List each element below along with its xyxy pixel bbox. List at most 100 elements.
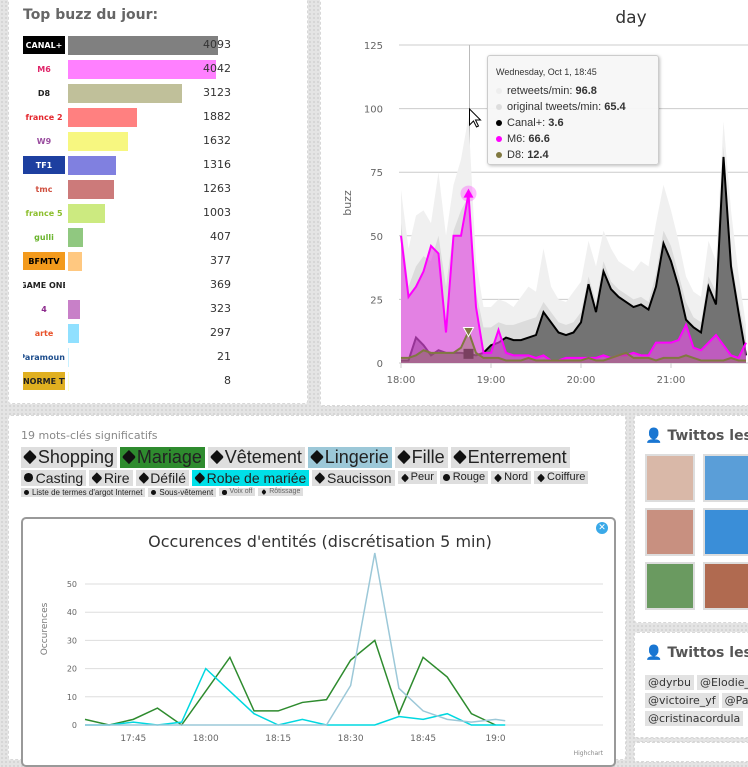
channel-bar [68,180,114,199]
channel-row[interactable]: M6 4042 [23,59,223,79]
keyword-tag[interactable]: Casting [21,470,86,486]
channel-row[interactable]: france 5 1003 [23,203,223,223]
data-point [551,322,552,323]
keyword-tag[interactable]: Liste de termes d'argot Internet [21,488,145,497]
channel-row[interactable]: W9 1632 [23,131,223,151]
data-point [495,719,496,720]
data-point [254,710,255,711]
data-point [603,230,604,231]
occurrences-chart[interactable]: Occurences d'entités (discrétisation 5 m… [23,519,616,767]
tag-icon [210,450,224,464]
data-point [453,184,454,185]
tooltip-date: Wednesday, Oct 1, 18:45 [496,64,650,80]
channel-value: 407 [210,230,231,243]
channel-row[interactable]: france 2 1882 [23,107,223,127]
keyword-tag[interactable]: Enterrement [451,447,570,468]
data-point [438,172,439,173]
data-point [626,294,627,295]
user-avatar[interactable] [645,508,695,556]
user-handle[interactable]: @Elodie_ [697,675,748,690]
channel-value: 323 [210,302,231,315]
user-avatar[interactable] [703,454,748,502]
data-point [543,312,544,313]
data-point [701,296,702,297]
data-point [731,357,732,358]
data-point [278,710,279,711]
data-point [566,301,567,302]
keyword-tag[interactable]: Rouge [440,471,488,484]
keyword-tag[interactable]: Sous-vêtement [148,488,216,497]
channel-logo: france 2 [23,108,65,126]
data-point [588,357,589,358]
data-point [438,352,439,353]
keyword-tag[interactable]: Nord [491,471,531,484]
keyword-tag[interactable]: Vêtement [208,447,305,468]
user-avatar[interactable] [645,454,695,502]
data-point [618,289,619,290]
channel-row[interactable]: TF1 1316 [23,155,223,175]
keyword-tag[interactable]: Mariage [120,447,205,468]
keyword-tag[interactable]: Fille [395,447,448,468]
channel-row[interactable]: 4 323 [23,299,223,319]
keyword-tag[interactable]: Défilé [136,470,189,486]
data-point [302,719,303,720]
channel-row[interactable]: ENORME TV 8 [23,371,223,391]
keyword-tag[interactable]: Peur [398,471,437,484]
data-point [663,342,664,343]
data-point [738,360,739,361]
data-point [350,660,351,661]
data-point [521,322,522,323]
twittos-title: Twittos les pl [667,428,748,444]
data-point [536,291,537,292]
data-point [633,299,634,300]
x-tick-label: 17:45 [120,734,146,744]
keyword-tag[interactable]: Rire [89,470,132,486]
keyword-tag[interactable]: Voix off [219,488,255,496]
globe-icon [24,490,29,495]
data-point [498,299,499,300]
channel-row[interactable]: GAME ONE 369 [23,275,223,295]
data-point [738,273,739,274]
channel-row[interactable]: CANAL+ 4093 [23,35,223,55]
channel-row[interactable]: D8 3123 [23,83,223,103]
channel-row[interactable]: BFMTV 377 [23,251,223,271]
channel-bar [68,156,116,175]
user-handle[interactable]: @victoire_yf [645,693,719,708]
data-point [656,223,657,224]
x-tick-label: 21:00 [657,375,686,386]
y-tick-label: 0 [377,359,383,370]
keyword-tag[interactable]: Saucisson [312,470,394,486]
data-point [641,304,642,305]
channel-row[interactable]: gulli 407 [23,227,223,247]
x-tick-label: 18:00 [387,375,416,386]
close-icon[interactable]: ✕ [596,522,608,534]
keyword-label: Fille [412,447,445,468]
user-handle[interactable]: @dyrbu [645,675,694,690]
data-point [678,273,679,274]
keyword-tag[interactable]: Lingerie [308,447,392,468]
channel-value: 8 [224,374,231,387]
channel-row[interactable]: tmc 1263 [23,179,223,199]
keyword-tag[interactable]: Robe de mariée [192,470,309,486]
data-point [558,299,559,300]
user-handle[interactable]: @cristinacordula [645,711,743,726]
data-point [483,352,484,353]
x-tick-label: 19:00 [477,375,506,386]
user-avatar[interactable] [645,562,695,610]
keyword-tag[interactable]: Shopping [21,447,117,468]
keyword-tag[interactable]: Rôtissage [258,488,303,496]
user-avatar[interactable] [703,508,748,556]
data-point [731,266,732,267]
tag-icon [23,450,37,464]
globe-icon [443,474,450,481]
y-axis-label: buzz [341,190,354,216]
channel-row[interactable]: arte 297 [23,323,223,343]
data-point [671,245,672,246]
keyword-tag[interactable]: Coiffure [534,471,588,484]
data-point [581,360,582,361]
y-tick-label: 20 [67,665,77,674]
user-avatar[interactable] [703,562,748,610]
data-point [431,223,432,224]
user-handle[interactable]: @Pa [722,693,748,708]
channel-row[interactable]: Paramount 21 [23,347,223,367]
